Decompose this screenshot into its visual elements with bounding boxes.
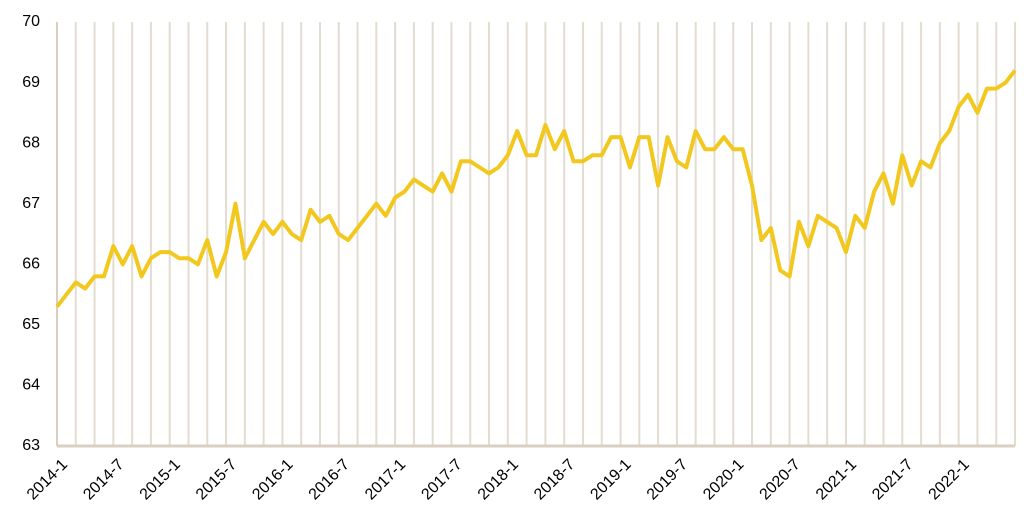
y-tick-label: 69	[22, 74, 40, 91]
y-tick-label: 65	[22, 316, 40, 333]
x-tick-label: 2018-7	[531, 456, 578, 503]
y-tick-label: 66	[22, 256, 40, 273]
x-tick-label: 2020-1	[700, 456, 747, 503]
x-tick-label: 2018-1	[475, 456, 522, 503]
x-tick-label: 2014-7	[80, 456, 127, 503]
y-tick-label: 64	[22, 377, 40, 394]
x-tick-label: 2016-7	[306, 456, 353, 503]
x-tick-label: 2021-1	[813, 456, 860, 503]
data-line	[55, 69, 1017, 308]
x-tick-label: 2015-7	[193, 456, 240, 503]
x-tick-label: 2022-1	[926, 456, 973, 503]
y-tick-label: 70	[22, 13, 40, 30]
x-tick-label: 2017-1	[362, 456, 409, 503]
y-tick-label: 68	[22, 134, 40, 151]
x-tick-label: 2020-7	[757, 456, 804, 503]
y-tick-label: 67	[22, 195, 40, 212]
x-tick-label: 2019-1	[587, 456, 634, 503]
x-tick-label: 2021-7	[869, 456, 916, 503]
x-tick-label: 2015-1	[137, 456, 184, 503]
x-tick-label: 2016-1	[249, 456, 296, 503]
x-tick-label: 2017-7	[418, 456, 465, 503]
x-tick-label: 2014-1	[24, 456, 71, 503]
y-tick-label: 63	[22, 437, 40, 454]
x-tick-label: 2019-7	[644, 456, 691, 503]
